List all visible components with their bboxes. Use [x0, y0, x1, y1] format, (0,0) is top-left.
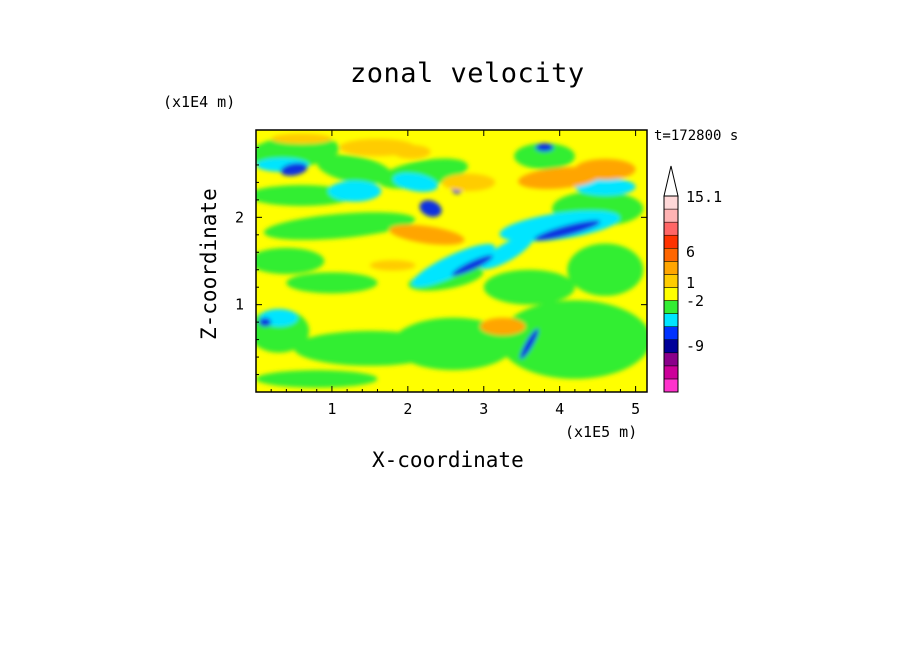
- field-blob: [574, 158, 636, 180]
- field-blob: [479, 235, 534, 270]
- time-label: t=172800 s: [654, 128, 739, 144]
- y-tick-label: 1: [235, 296, 244, 314]
- colorbar-label: 6: [686, 243, 695, 261]
- colorbar-segment: [663, 287, 679, 301]
- field-blob: [392, 144, 431, 159]
- colorbar: 15.1 6 1-2 -9: [663, 165, 722, 393]
- x-axis-label: X-coordinate: [372, 448, 524, 472]
- colorbar-segment: [663, 339, 679, 354]
- colorbar-segment: [663, 195, 679, 210]
- field-blob: [328, 180, 382, 202]
- x-tick-label: 3: [479, 400, 488, 418]
- field-blob: [263, 212, 416, 240]
- colorbar-segment: [663, 261, 679, 275]
- field-blob: [256, 247, 325, 275]
- field-blob: [389, 224, 465, 245]
- field-blob: [411, 243, 495, 287]
- field-blob: [280, 162, 308, 176]
- colorbar-segment: [663, 248, 679, 262]
- colorbar-segment: [663, 300, 679, 314]
- field-blob: [259, 317, 272, 327]
- y-axis-unit: (x1E4 m): [163, 93, 236, 111]
- field-blob: [499, 210, 620, 242]
- colorbar-extend-arrow: [663, 165, 679, 197]
- x-axis-unit: (x1E5 m): [565, 423, 638, 441]
- field-blob: [419, 200, 442, 217]
- colorbar-frame: [663, 195, 679, 393]
- colorbar-segment: [663, 221, 679, 236]
- field-blob: [514, 143, 575, 170]
- field-blob: [519, 328, 539, 360]
- colorbar-segment: [663, 378, 679, 393]
- x-tick-label: 5: [631, 400, 640, 418]
- field-blob: [256, 370, 378, 388]
- colorbar-segment: [663, 352, 679, 367]
- chart-title: zonal velocity: [350, 58, 585, 89]
- field-blobs: [256, 133, 647, 388]
- x-tick-label: 4: [555, 400, 564, 418]
- field-blob: [369, 260, 416, 271]
- field-blob: [392, 172, 438, 192]
- y-tick-label: 2: [235, 208, 244, 226]
- field-blob: [317, 154, 393, 184]
- field-blob: [442, 173, 496, 192]
- x-tick-label: 1: [327, 400, 336, 418]
- field-blob: [451, 254, 494, 276]
- colorbar-label: 15.1: [686, 188, 722, 206]
- colorbar-segment: [663, 208, 679, 223]
- colorbar-label: 1: [686, 274, 695, 292]
- field-blob: [567, 243, 644, 296]
- contour-field: [256, 130, 647, 392]
- field-blob: [271, 133, 332, 144]
- plot-frame: [255, 129, 648, 393]
- colorbar-segment: [663, 326, 679, 340]
- colorbar-segment: [663, 234, 679, 249]
- field-blob: [286, 272, 378, 294]
- field-blob: [534, 220, 601, 241]
- colorbar-segment: [663, 365, 679, 380]
- field-blob: [479, 317, 526, 336]
- colorbar-label: -9: [686, 337, 704, 355]
- axes: 1 2 3 4 5 1 2: [235, 130, 647, 418]
- colorbar-segment: [663, 313, 679, 327]
- colorbar-segment: [663, 274, 679, 288]
- colorbar-label: -2: [686, 292, 704, 310]
- x-tick-label: 2: [403, 400, 412, 418]
- field-blob: [535, 143, 554, 152]
- field-blob: [483, 269, 575, 305]
- field-blob: [498, 300, 647, 379]
